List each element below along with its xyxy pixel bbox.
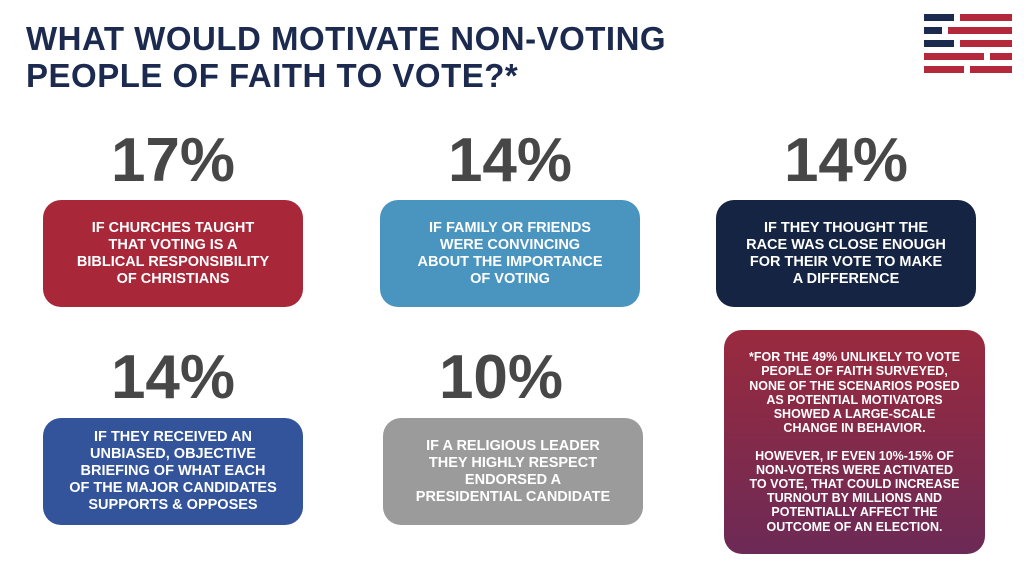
footnote-box: *FOR THE 49% UNLIKELY TO VOTE PEOPLE OF F… [724, 330, 985, 554]
card-line: IF FAMILY OR FRIENDS [429, 219, 591, 236]
title-line: WHAT WOULD MOTIVATE NON-VOTING [26, 20, 667, 57]
card-line: ABOUT THE IMPORTANCE [417, 253, 603, 270]
footnote-line: NONE OF THE SCENARIOS POSED [749, 378, 960, 393]
card-line: OF THE MAJOR CANDIDATES [69, 480, 277, 496]
card-line: BIBLICAL RESPONSIBILITY [76, 253, 270, 270]
card-line: IF THEY THOUGHT THE [763, 219, 929, 236]
card-line: IF THEY RECEIVED AN [94, 429, 252, 445]
percent: 14% [447, 126, 573, 195]
footnote-line: *FOR THE 49% UNLIKELY TO VOTE [749, 350, 960, 365]
card-line: ENDORSED A [464, 471, 562, 488]
card: IF THEY THOUGHT THE RACE WAS CLOSE ENOUGH… [716, 200, 976, 307]
footnote-line: SHOWED A LARGE-SCALE [773, 407, 936, 422]
card-line: IF CHURCHES TAUGHT [91, 219, 255, 236]
card-line: OF CHRISTIANS [116, 270, 230, 287]
card-line: UNBIASED, OBJECTIVE [90, 446, 256, 462]
title: WHAT WOULD MOTIVATE NON-VOTING PEOPLE OF … [26, 20, 666, 94]
percent: 14% [110, 343, 236, 412]
card-line: WERE CONVINCING [439, 236, 581, 253]
footnote-paragraph: *FOR THE 49% UNLIKELY TO VOTE PEOPLE OF F… [724, 350, 985, 435]
percent: 10% [438, 343, 564, 412]
card-line: SUPPORTS & OPPOSES [88, 497, 258, 513]
card-line: THEY HIGHLY RESPECT [428, 454, 598, 471]
card-line: RACE WAS CLOSE ENOUGH [746, 236, 946, 253]
footnote-line: CHANGE IN BEHAVIOR. [783, 421, 926, 436]
title-line: PEOPLE OF FAITH TO VOTE?* [26, 57, 519, 94]
card-line: BRIEFING OF WHAT EACH [80, 463, 266, 479]
footnote-line: PEOPLE OF FAITH SURVEYED, [761, 364, 948, 379]
footnote-line: TURNOUT BY MILLIONS AND [767, 491, 942, 506]
footnote-line: AS POTENTIAL MOTIVATORS [766, 392, 943, 407]
footnote-line: NON-VOTERS WERE ACTIVATED [756, 462, 953, 477]
card: IF CHURCHES TAUGHT THAT VOTING IS A BIBLIC… [43, 200, 303, 307]
footnote-line: OUTCOME OF AN ELECTION. [766, 519, 943, 534]
card-line: PRESIDENTIAL CANDIDATE [415, 488, 611, 505]
percent: 14% [783, 126, 909, 195]
card-line: THAT VOTING IS A [108, 236, 238, 253]
card-line: OF VOTING [470, 270, 550, 287]
footnote-line: POTENTIALLY AFFECT THE [771, 505, 938, 520]
card: IF A RELIGIOUS LEADER THEY HIGHLY RESPECT… [383, 418, 643, 525]
footnote-paragraph: HOWEVER, IF EVEN 10%-15% OF NON-VOTERS WE… [724, 449, 985, 534]
footnote-line: TO VOTE, THAT COULD INCREASE [749, 476, 960, 491]
card-line: IF A RELIGIOUS LEADER [426, 437, 600, 454]
card: IF THEY RECEIVED AN UNBIASED, OBJECTIVE BR… [43, 418, 303, 525]
logo [924, 14, 1012, 73]
card-line: A DIFFERENCE [792, 270, 900, 287]
card-line: FOR THEIR VOTE TO MAKE [749, 253, 943, 270]
card: IF FAMILY OR FRIENDS WERE CONVINCING ABOUT… [380, 200, 640, 307]
footnote-line: HOWEVER, IF EVEN 10%-15% OF [755, 448, 954, 463]
percent: 17% [110, 126, 236, 195]
